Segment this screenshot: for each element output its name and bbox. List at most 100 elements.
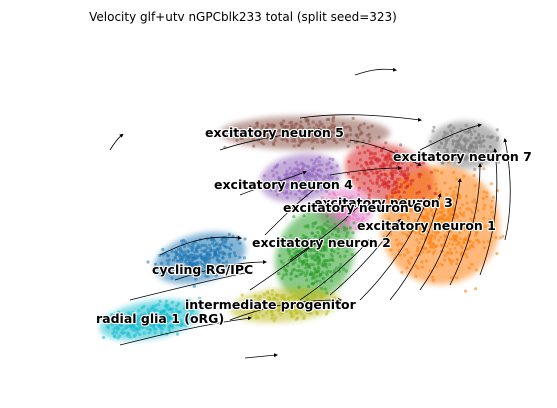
cell-point <box>285 196 289 200</box>
cell-point <box>357 128 361 132</box>
cell-point <box>468 244 472 248</box>
cell-point <box>375 180 379 184</box>
cell-point <box>448 237 452 241</box>
cell-point <box>116 313 120 317</box>
cell-point <box>305 178 309 182</box>
cell-point <box>277 129 282 133</box>
cell-point <box>330 175 334 179</box>
cell-point <box>482 167 486 171</box>
cluster-label-excitatory-neuron-4: excitatory neuron 4 <box>214 177 353 192</box>
cell-point <box>301 126 305 130</box>
cell-point <box>450 251 454 255</box>
cell-point <box>485 195 489 199</box>
cell-point <box>424 259 428 263</box>
cell-point <box>165 307 169 311</box>
cell-point <box>160 261 164 265</box>
cell-point <box>393 156 397 160</box>
cell-point <box>307 237 311 241</box>
cell-point <box>450 227 454 232</box>
cell-point <box>346 231 350 235</box>
cell-point <box>414 264 418 268</box>
cell-point <box>252 144 256 148</box>
cell-point <box>440 243 444 247</box>
cell-point <box>291 186 296 190</box>
cell-point <box>394 193 398 197</box>
cell-point <box>297 256 301 260</box>
cell-point <box>314 293 318 297</box>
cell-point <box>239 136 243 140</box>
cell-point <box>132 317 136 321</box>
cell-point <box>482 207 486 211</box>
cell-point <box>436 230 441 234</box>
cell-point <box>310 256 314 260</box>
cell-point <box>282 273 286 277</box>
cell-point <box>457 151 461 155</box>
cell-point <box>257 134 261 138</box>
cell-point <box>408 230 412 234</box>
cell-point <box>211 238 215 242</box>
cell-point <box>317 163 321 167</box>
cell-point <box>459 252 463 256</box>
cell-point <box>190 248 194 253</box>
cell-point <box>281 187 285 191</box>
cell-point <box>358 151 362 155</box>
cell-point <box>305 262 309 266</box>
cell-point <box>414 274 418 278</box>
cell-point <box>391 183 395 187</box>
cell-point <box>473 228 477 232</box>
cell-point <box>433 234 437 238</box>
cell-point <box>293 139 297 143</box>
cell-point <box>443 213 447 217</box>
cell-point <box>329 166 333 170</box>
cell-point <box>287 297 291 301</box>
cell-point <box>182 306 186 310</box>
cell-point <box>319 253 324 257</box>
cell-point <box>392 161 397 165</box>
cell-point <box>206 275 210 279</box>
cell-point <box>395 238 399 242</box>
cell-point <box>473 167 477 172</box>
cell-point <box>309 133 313 137</box>
cell-point <box>325 211 329 215</box>
cell-point <box>346 172 351 176</box>
cell-point <box>345 249 349 253</box>
cell-point <box>420 265 424 269</box>
cell-point <box>215 270 219 274</box>
cell-point <box>293 179 297 183</box>
cell-point <box>491 135 495 139</box>
cell-point <box>300 272 304 276</box>
cell-point <box>135 330 139 334</box>
cell-point <box>161 316 165 321</box>
cell-point <box>161 327 165 331</box>
cell-point <box>314 270 318 274</box>
cell-point <box>253 125 257 130</box>
cell-point <box>387 217 391 221</box>
cell-point <box>342 226 346 230</box>
cell-point <box>119 319 123 323</box>
cell-point <box>290 181 294 186</box>
cell-point <box>330 258 334 262</box>
cell-point <box>350 202 354 207</box>
cell-point <box>289 307 293 311</box>
cell-point <box>258 294 262 299</box>
cell-point <box>311 273 315 277</box>
cell-point <box>325 229 329 233</box>
cell-point <box>111 315 115 319</box>
cell-point <box>178 269 182 273</box>
cell-point <box>282 306 286 310</box>
cell-point <box>332 269 337 273</box>
cell-point <box>460 212 464 217</box>
cell-point <box>329 240 333 244</box>
cell-point <box>112 330 116 334</box>
cell-point <box>307 122 311 126</box>
cell-point <box>274 307 278 311</box>
cell-point <box>170 310 174 315</box>
cell-point <box>322 232 326 236</box>
cell-point <box>221 268 225 272</box>
cell-point <box>421 233 425 237</box>
cell-point <box>103 315 107 320</box>
cell-point <box>165 270 169 274</box>
cell-point <box>463 148 467 152</box>
cell-point <box>453 246 457 250</box>
cell-point <box>402 228 406 233</box>
